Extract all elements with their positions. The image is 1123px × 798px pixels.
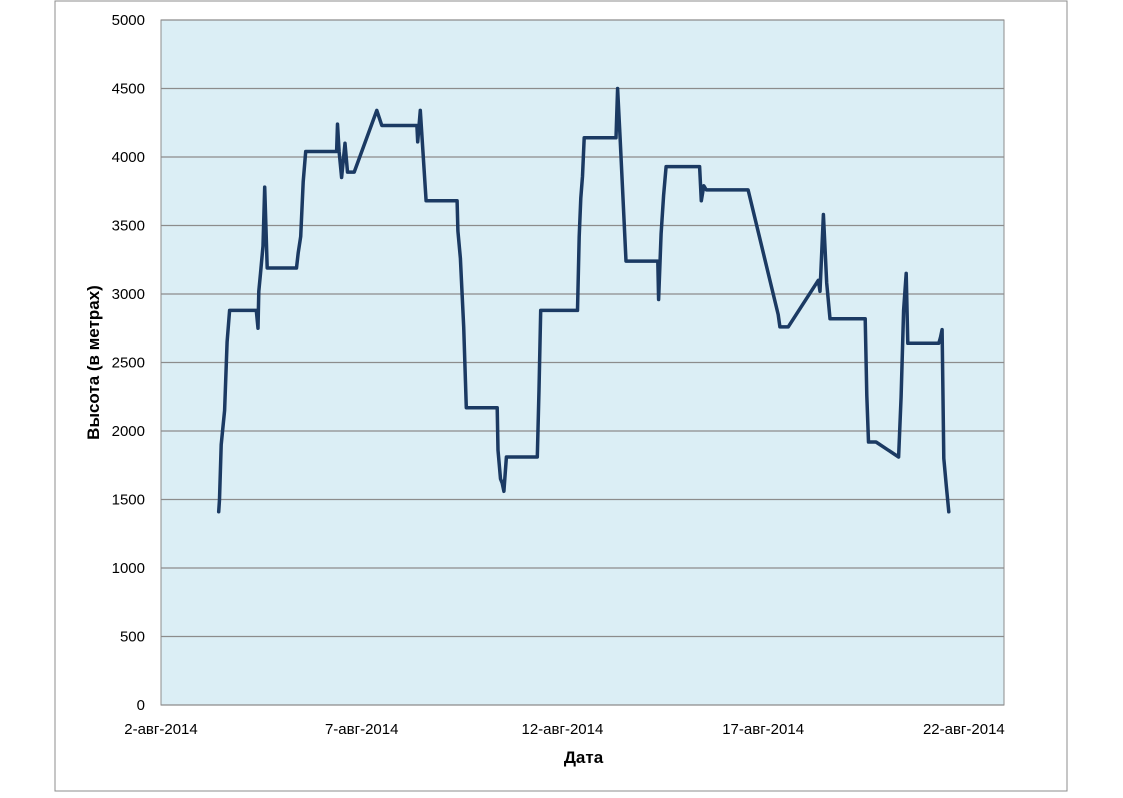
x-tick-label: 17-авг-2014 <box>722 721 804 738</box>
y-tick-label: 2000 <box>112 423 145 440</box>
x-tick-label: 22-авг-2014 <box>923 721 1005 738</box>
x-axis-title: Дата <box>564 748 604 767</box>
y-tick-label: 2500 <box>112 355 145 372</box>
y-tick-label: 500 <box>120 629 145 646</box>
series-line-altitude <box>216 86 951 514</box>
gridlines <box>161 19 1004 706</box>
y-tick-label: 3500 <box>112 218 145 235</box>
y-tick-label: 3000 <box>112 286 145 303</box>
y-tick-label: 5000 <box>112 12 145 29</box>
x-tick-label: 12-авг-2014 <box>522 721 604 738</box>
y-tick-label: 0 <box>137 697 145 714</box>
y-tick-label: 4500 <box>112 81 145 98</box>
y-axis-title: Высота (в метрах) <box>84 285 103 440</box>
y-tick-label: 1500 <box>112 492 145 509</box>
x-tick-label: 7-авг-2014 <box>325 721 398 738</box>
x-axis-ticks: 2-авг-2014 7-авг-2014 12-авг-2014 17-авг-20… <box>124 721 1005 738</box>
y-tick-label: 4000 <box>112 149 145 166</box>
x-tick-label: 2-авг-2014 <box>124 721 197 738</box>
y-tick-label: 1000 <box>112 560 145 577</box>
y-axis-ticks: 0 500 1000 1500 2000 2500 3000 3500 4000 4500 5000 <box>112 12 145 714</box>
